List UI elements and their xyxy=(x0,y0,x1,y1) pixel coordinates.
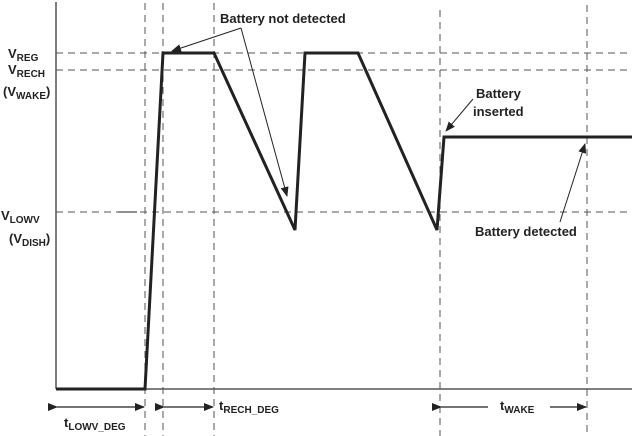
vlowv-label: VLOWV xyxy=(1,208,40,226)
battery-not-detected-label: Battery not detected xyxy=(220,11,346,26)
voltage-waveform xyxy=(56,51,632,391)
twake-label: tWAKE xyxy=(500,398,535,416)
vrech-label: VRECH xyxy=(8,62,45,80)
vdish-label: (VDISH) xyxy=(9,231,50,249)
battery-inserted-label-line2: inserted xyxy=(473,104,524,119)
vreg-label: VREG xyxy=(8,46,39,64)
battery-detected-label: Battery detected xyxy=(475,224,577,239)
trech-deg-label: tRECH_DEG xyxy=(219,398,279,416)
tlowv-deg-label: tLOWV_DEG xyxy=(64,415,126,433)
arrow-battery-detected xyxy=(559,143,587,223)
battery-inserted-label-line1: Battery xyxy=(476,86,522,101)
arrow-battery-inserted xyxy=(445,98,474,132)
arrow-not-detected-2 xyxy=(240,27,289,197)
vwake-label: (VWAKE) xyxy=(3,84,50,102)
arrow-not-detected-1 xyxy=(171,27,242,52)
